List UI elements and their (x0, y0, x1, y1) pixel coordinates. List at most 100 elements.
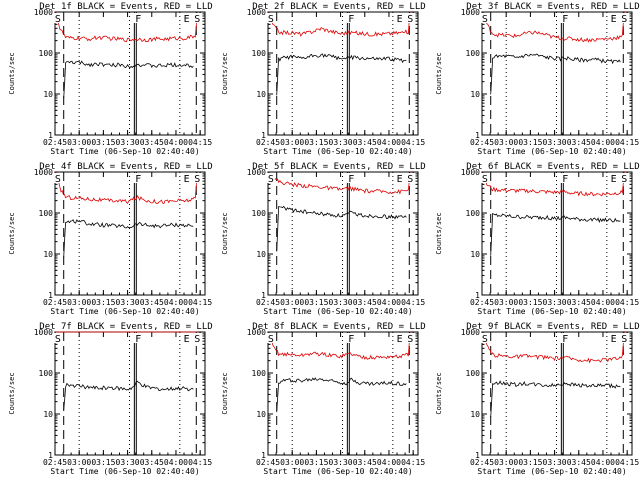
y-tick-label: 1000 (461, 8, 480, 17)
marker-backdrop (560, 333, 570, 343)
y-tick-label: 10 (256, 410, 266, 419)
y-axis-label: Counts/sec (435, 212, 443, 254)
y-tick-label: 1 (261, 451, 266, 460)
segment-marker-s: S (194, 174, 200, 185)
marker-backdrop (346, 173, 356, 183)
x-axis-label: Start Time (06-Sep-10 02:40:40) (477, 147, 626, 156)
y-axis-label: Counts/sec (221, 212, 229, 254)
x-tick-label: 03:00 (280, 458, 304, 467)
segment-marker-s: S (621, 14, 627, 25)
detector-chart-6: Det 6f BLACK = Events, RED = LLD 1 10 100 10… (435, 162, 640, 316)
y-tick-label: 1000 (247, 168, 266, 177)
marker-backdrop (52, 173, 62, 183)
x-tick-label: 04:15 (188, 298, 212, 307)
x-tick-label: 03:15 (518, 458, 542, 467)
marker-backdrop (619, 13, 629, 23)
x-tick-label: 04:00 (164, 138, 188, 147)
lld-series-line (268, 171, 411, 195)
y-tick-label: 10 (43, 90, 53, 99)
detector-panel-3: Det 3f BLACK = Events, RED = LLD 1 10 100 10… (427, 0, 640, 160)
events-series-line (276, 205, 407, 252)
segment-marker-s: S (55, 14, 61, 25)
y-tick-label: 100 (252, 369, 267, 378)
marker-backdrop (560, 13, 570, 23)
marker-backdrop (619, 173, 629, 183)
segment-marker-e: E (611, 14, 617, 25)
x-tick-label: 04:15 (615, 138, 639, 147)
x-tick-label: 03:30 (329, 298, 353, 307)
x-tick-label: 03:45 (567, 298, 591, 307)
x-tick-label: 03:15 (518, 298, 542, 307)
segment-marker-f: F (135, 174, 141, 185)
x-tick-label: 03:00 (280, 138, 304, 147)
x-tick-label: 03:45 (353, 138, 377, 147)
events-series-line (490, 213, 621, 256)
segment-marker-e: E (611, 174, 617, 185)
segment-marker-f: F (348, 14, 354, 25)
events-series-line (63, 380, 194, 410)
detector-chart-5: Det 5f BLACK = Events, RED = LLD 1 10 100 10… (221, 162, 426, 316)
events-series-line (490, 53, 621, 95)
marker-backdrop (479, 13, 489, 23)
lld-series-line (482, 171, 625, 197)
y-axis-label: Counts/sec (435, 52, 443, 94)
detector-panel-7: Det 7f BLACK = Events, RED = LLD 1 10 100 10… (0, 320, 213, 480)
y-tick-label: 1000 (461, 168, 480, 177)
x-tick-label: 04:00 (377, 298, 401, 307)
x-tick-label: 03:30 (116, 458, 140, 467)
segment-marker-f: F (348, 334, 354, 345)
lld-series-line (268, 331, 411, 360)
chart-title: Det 6f BLACK = Events, RED = LLD (466, 162, 639, 172)
x-tick-label: 03:00 (67, 138, 91, 147)
events-series-line (63, 219, 194, 258)
segment-marker-e: E (184, 334, 190, 345)
x-tick-label: 03:30 (543, 298, 567, 307)
y-axis-label: Counts/sec (221, 372, 229, 414)
x-tick-label: 03:00 (494, 458, 518, 467)
x-tick-label: 04:00 (164, 458, 188, 467)
segment-marker-s: S (482, 14, 488, 25)
x-axis-label: Start Time (06-Sep-10 02:40:40) (263, 147, 412, 156)
y-tick-label: 1000 (34, 8, 53, 17)
y-tick-label: 100 (252, 49, 267, 58)
segment-marker-s: S (407, 334, 413, 345)
chart-title: Det 3f BLACK = Events, RED = LLD (466, 2, 639, 12)
x-tick-label: 03:00 (67, 458, 91, 467)
events-series-line (490, 380, 621, 418)
x-tick-label: 03:00 (494, 138, 518, 147)
y-tick-label: 100 (39, 209, 54, 218)
segment-marker-e: E (611, 334, 617, 345)
x-tick-label: 04:15 (615, 458, 639, 467)
marker-backdrop (133, 173, 143, 183)
detector-chart-4: Det 4f BLACK = Events, RED = LLD 1 10 100 10… (8, 162, 213, 316)
x-tick-label: 04:15 (188, 138, 212, 147)
segment-marker-s: S (407, 174, 413, 185)
y-axis-label: Counts/sec (435, 372, 443, 414)
x-axis-label: Start Time (06-Sep-10 02:40:40) (477, 467, 626, 476)
segment-marker-s: S (55, 174, 61, 185)
marker-backdrop (405, 173, 415, 183)
y-tick-label: 1 (475, 131, 480, 140)
segment-marker-s: S (482, 334, 488, 345)
segment-marker-s: S (55, 334, 61, 345)
marker-backdrop (608, 173, 618, 183)
y-tick-label: 10 (470, 250, 480, 259)
marker-backdrop (181, 333, 191, 343)
segment-marker-f: F (562, 334, 568, 345)
y-tick-label: 1000 (34, 328, 53, 337)
chart-title: Det 9f BLACK = Events, RED = LLD (466, 322, 639, 332)
x-axis-label: Start Time (06-Sep-10 02:40:40) (263, 467, 412, 476)
x-tick-label: 03:15 (304, 458, 328, 467)
x-tick-label: 03:00 (67, 298, 91, 307)
lld-series-line (482, 331, 625, 364)
marker-backdrop (619, 333, 629, 343)
y-tick-label: 10 (256, 90, 266, 99)
x-tick-label: 04:15 (188, 458, 212, 467)
x-tick-label: 02:45 (256, 138, 280, 147)
marker-backdrop (405, 13, 415, 23)
y-axis-label: Counts/sec (221, 52, 229, 94)
x-tick-label: 03:00 (280, 298, 304, 307)
segment-marker-f: F (135, 334, 141, 345)
x-tick-label: 03:15 (91, 298, 115, 307)
detector-chart-3: Det 3f BLACK = Events, RED = LLD 1 10 100 10… (435, 2, 640, 156)
